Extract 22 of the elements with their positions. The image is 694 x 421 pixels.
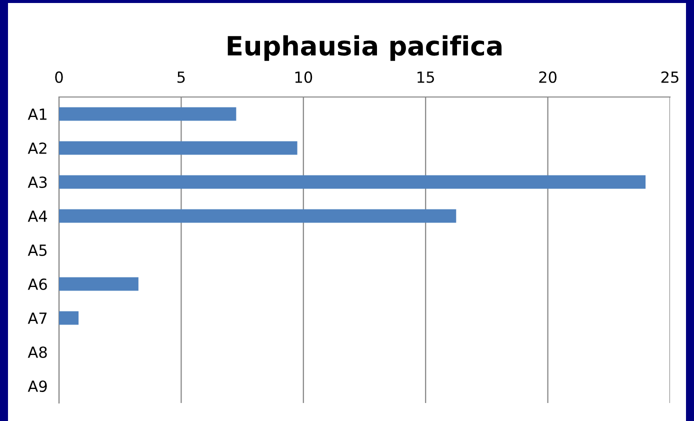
bar: [59, 107, 236, 121]
y-tick-label: A6: [28, 278, 47, 290]
bar: [59, 141, 298, 155]
bar: [59, 311, 79, 325]
chart-title: Euphausia pacifica: [228, 35, 502, 61]
x-tick-label: 0: [55, 71, 63, 83]
x-tick-label: 25: [661, 71, 678, 83]
x-tick-label: 15: [418, 72, 434, 83]
y-tick-label: A4: [28, 210, 48, 222]
x-tick-label: 20: [539, 71, 557, 83]
y-tick-label: A1: [28, 108, 46, 120]
bar: [59, 175, 646, 189]
y-tick-label: A3: [28, 176, 47, 188]
y-tick-label: A8: [28, 346, 47, 358]
x-tick-label: 5: [178, 72, 185, 83]
y-tick-label: A9: [28, 380, 47, 392]
y-tick-label: A2: [28, 142, 46, 154]
bar: [59, 277, 138, 291]
x-tick-label: 10: [295, 71, 312, 83]
y-tick-label: A5: [28, 244, 47, 256]
bar: [59, 209, 456, 223]
y-tick-label: A7: [28, 312, 47, 324]
